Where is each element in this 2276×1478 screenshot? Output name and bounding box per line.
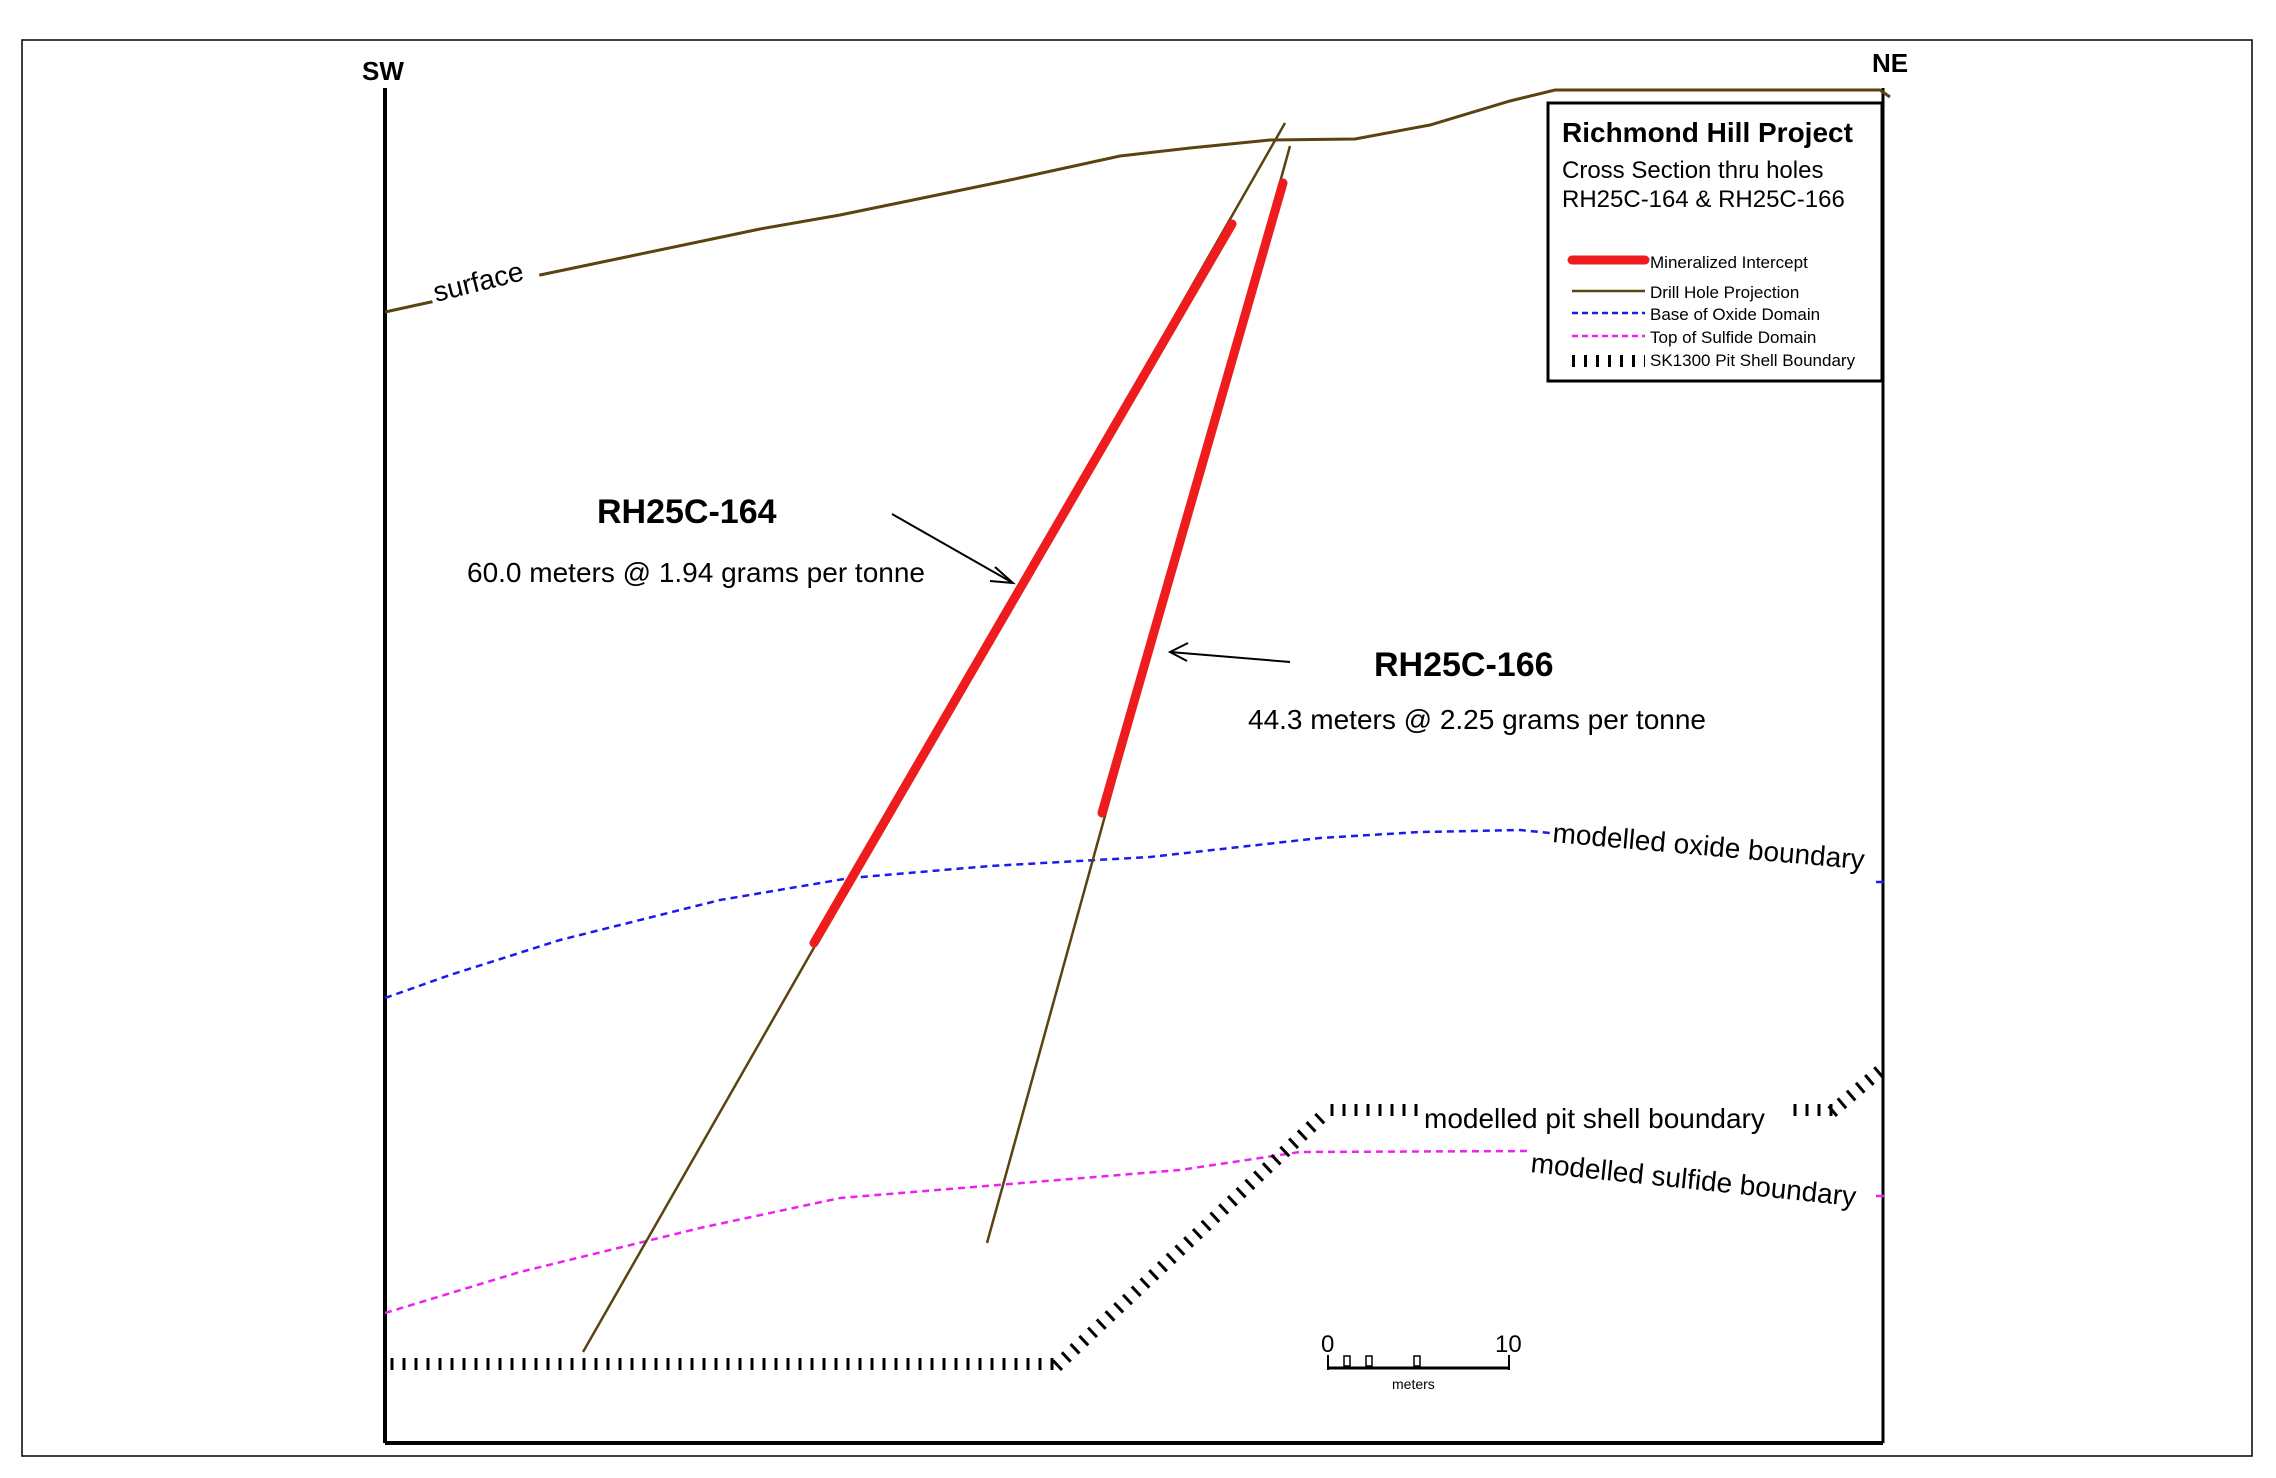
oxide-boundary-line xyxy=(384,828,1551,1000)
pit-shell-hatch-mark xyxy=(1165,1252,1177,1265)
hole-164-arrowhead xyxy=(989,566,1016,585)
legend-label-sulfide: Top of Sulfide Domain xyxy=(1650,328,1816,347)
hole-166-arrowhead xyxy=(1167,642,1189,662)
legend-subtitle-1: Cross Section thru holes xyxy=(1562,157,1823,184)
pit-shell-hatch-mark xyxy=(1279,1145,1291,1158)
surface-label-bg xyxy=(426,249,544,321)
legend-title: Richmond Hill Project xyxy=(1562,117,1853,148)
pit-shell-hatch-mark xyxy=(1314,1112,1326,1125)
legend: Richmond Hill Project Cross Section thru… xyxy=(1546,101,1884,383)
ne-label: NE xyxy=(1872,48,1908,78)
scale-bar-mark-3 xyxy=(1413,1355,1421,1367)
pit-shell-hatch-mark xyxy=(1183,1236,1195,1248)
outer-frame xyxy=(21,39,2253,1457)
pit-shell-boundary-label: modelled pit shell boundary xyxy=(1424,1103,1765,1134)
pit-shell-hatch-mark xyxy=(1218,1203,1230,1215)
legend-label-intercept: Mineralized Intercept xyxy=(1650,253,1808,272)
pit-shell-segment-bottom xyxy=(390,1358,1054,1370)
pit-shell-hatch-mark xyxy=(1845,1089,1857,1102)
intercept-164 xyxy=(809,219,1237,948)
pit-shell-hatch-mark xyxy=(1253,1170,1265,1182)
sulfide-boundary-label: modelled sulfide boundary xyxy=(1529,1147,1857,1212)
pit-shell-hatch-mark xyxy=(1060,1351,1072,1363)
pit-shell-hatch-mark xyxy=(1130,1285,1142,1298)
scale-bar-start-label: 0 xyxy=(1321,1331,1334,1358)
pit-shell-hatch-mark xyxy=(1873,1066,1884,1079)
pit-shell-hatch-mark xyxy=(1296,1129,1308,1141)
pit-shell-hatch-mark xyxy=(1270,1153,1282,1166)
pit-shell-hatch-mark xyxy=(1287,1137,1300,1150)
legend-label-oxide: Base of Oxide Domain xyxy=(1650,305,1820,324)
pit-shell-segment-ramp xyxy=(1051,1112,1326,1372)
scale-bar-unit-label: meters xyxy=(1392,1376,1435,1392)
pit-shell-hatch-mark xyxy=(1078,1334,1090,1347)
pit-shell-hatch-mark xyxy=(1863,1074,1875,1086)
hole-166-arrow xyxy=(1169,651,1291,663)
hole-166-result: 44.3 meters @ 2.25 grams per tonne xyxy=(1248,704,1706,735)
pit-shell-hatch-mark xyxy=(1827,1105,1839,1117)
legend-label-drill: Drill Hole Projection xyxy=(1650,283,1799,302)
scale-bar-mark-1 xyxy=(1343,1355,1351,1367)
pit-shell-hatch-mark xyxy=(1244,1178,1256,1191)
pit-shell-hatch-mark xyxy=(1209,1211,1221,1224)
hole-164-arrow xyxy=(891,513,1014,584)
pit-shell-hatch-mark xyxy=(1086,1326,1099,1339)
pit-shell-hatch-mark xyxy=(1069,1343,1081,1355)
pit-shell-segment-top xyxy=(1330,1104,1418,1116)
legend-label-pit-shell: SK1300 Pit Shell Boundary xyxy=(1650,351,1856,370)
pit-shell-segment-right xyxy=(1793,1066,1884,1117)
pit-shell-hatch-mark xyxy=(1174,1244,1186,1256)
pit-shell-hatch-mark xyxy=(1191,1227,1203,1240)
pit-shell-hatch-mark xyxy=(1261,1162,1273,1174)
sw-label: SW xyxy=(362,56,404,86)
legend-subtitle-2: RH25C-164 & RH25C-166 xyxy=(1562,186,1845,213)
sulfide-boundary-line xyxy=(384,1149,1531,1315)
pit-shell-hatch-mark xyxy=(1836,1097,1848,1110)
hole-164-result: 60.0 meters @ 1.94 grams per tonne xyxy=(467,557,925,588)
surface-line xyxy=(384,88,1891,314)
hole-164-name: RH25C-164 xyxy=(597,493,777,531)
pit-shell-hatch-mark xyxy=(1113,1301,1125,1314)
pit-shell-hatch-mark xyxy=(1226,1195,1238,1207)
oxide-boundary-label: modelled oxide boundary xyxy=(1551,817,1865,875)
scale-bar-end-label: 10 xyxy=(1495,1331,1522,1358)
pit-shell-hatch-mark xyxy=(1139,1277,1151,1289)
pit-shell-hatch-mark xyxy=(1095,1318,1107,1330)
pit-shell-hatch-mark xyxy=(1104,1310,1116,1322)
scale-bar-mark-2 xyxy=(1365,1355,1373,1367)
pit-shell-hatch-mark xyxy=(1200,1219,1212,1232)
pit-shell-hatch-mark xyxy=(1305,1121,1317,1133)
scale-bar: 0 10 meters xyxy=(1321,1331,1522,1392)
pit-shell-hatch-mark xyxy=(1854,1081,1866,1094)
pit-shell-hatch-mark xyxy=(1121,1293,1134,1306)
pit-shell-hatch-mark xyxy=(1235,1186,1247,1199)
hole-166-name: RH25C-166 xyxy=(1374,646,1554,684)
pit-shell-hatch-mark xyxy=(1156,1260,1168,1273)
pit-shell-hatch-mark xyxy=(1148,1269,1160,1281)
legend-frame xyxy=(1546,101,1884,383)
pit-shell-hatch-mark xyxy=(1051,1359,1064,1372)
intercept-166 xyxy=(1097,178,1288,818)
